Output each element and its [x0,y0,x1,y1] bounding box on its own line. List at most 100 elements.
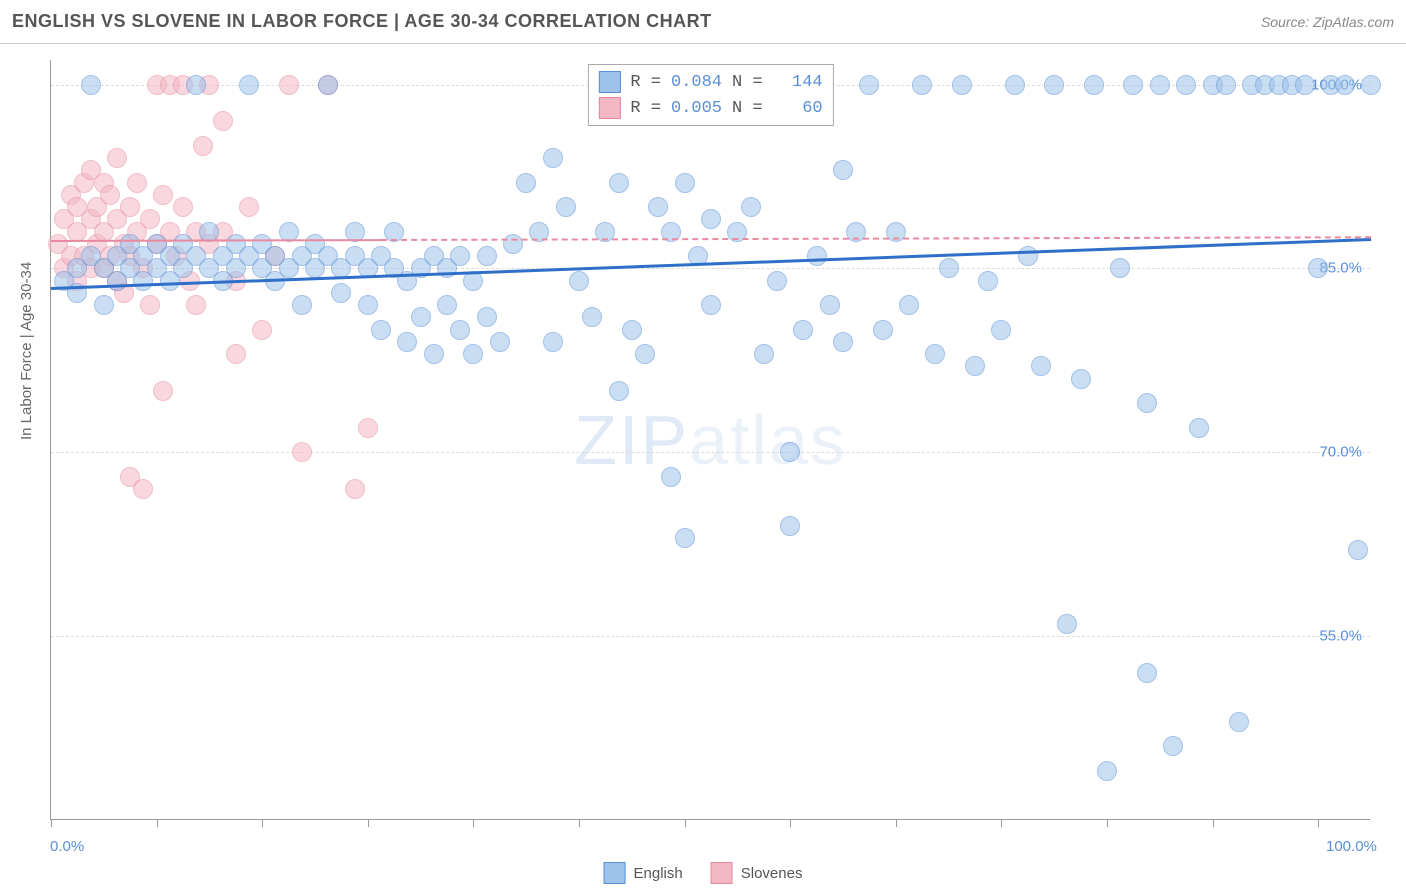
scatter-point [292,442,312,462]
scatter-point [1031,356,1051,376]
scatter-point [952,75,972,95]
scatter-point [252,320,272,340]
scatter-point [186,295,206,315]
scatter-point [675,173,695,193]
scatter-point [173,197,193,217]
scatter-point [622,320,642,340]
scatter-point [807,246,827,266]
stat-r-value: 0.005 [671,99,722,118]
scatter-point [582,307,602,327]
scatter-point [780,516,800,536]
scatter-point [675,528,695,548]
stat-r-label: R = [630,99,661,118]
scatter-point [411,307,431,327]
scatter-point [1005,75,1025,95]
stat-r-label: R = [630,73,661,92]
legend-swatch [711,862,733,884]
scatter-point [153,381,173,401]
chart-title: ENGLISH VS SLOVENE IN LABOR FORCE | AGE … [12,11,712,32]
scatter-point [1110,258,1130,278]
gridline [51,636,1370,637]
scatter-point [239,75,259,95]
x-tick [579,819,580,827]
x-tick [1107,819,1108,827]
scatter-point [81,75,101,95]
stat-r-value: 0.084 [671,73,722,92]
y-axis-label: In Labor Force | Age 30-34 [18,262,35,440]
scatter-point [226,344,246,364]
stat-n-value: 60 [773,99,823,118]
scatter-point [186,75,206,95]
scatter-point [331,283,351,303]
scatter-point [193,136,213,156]
title-bar: ENGLISH VS SLOVENE IN LABOR FORCE | AGE … [0,0,1406,44]
scatter-point [991,320,1011,340]
scatter-point [140,295,160,315]
scatter-point [556,197,576,217]
bottom-legend: English Slovenes [604,862,803,884]
scatter-point [648,197,668,217]
scatter-point [477,307,497,327]
scatter-point [397,332,417,352]
scatter-point [358,295,378,315]
scatter-point [292,295,312,315]
scatter-point [833,332,853,352]
scatter-point [94,295,114,315]
legend-stats-row: R =0.005N =60 [598,95,822,121]
scatter-point [1361,75,1381,95]
scatter-point [371,320,391,340]
scatter-point [1057,614,1077,634]
x-tick [685,819,686,827]
legend-label: English [634,865,683,882]
scatter-point [1137,393,1157,413]
x-tick [1001,819,1002,827]
x-tick-label: 100.0% [1326,838,1377,855]
bottom-legend-item: Slovenes [711,862,803,884]
x-tick [368,819,369,827]
scatter-point [490,332,510,352]
stat-n-label: N = [732,73,763,92]
scatter-point [107,148,127,168]
scatter-point [345,479,365,499]
scatter-point [1123,75,1143,95]
x-tick [157,819,158,827]
plot-area: ZIPatlas R =0.084N =144R =0.005N =60 55.… [50,60,1370,820]
scatter-point [833,160,853,180]
x-tick [1213,819,1214,827]
scatter-point [635,344,655,364]
scatter-point [661,467,681,487]
scatter-point [569,271,589,291]
legend-swatch [598,97,620,119]
scatter-point [1044,75,1064,95]
scatter-point [1176,75,1196,95]
scatter-point [1348,540,1368,560]
watermark: ZIPatlas [574,400,847,480]
scatter-point [1150,75,1170,95]
x-tick [790,819,791,827]
scatter-point [925,344,945,364]
scatter-point [140,209,160,229]
scatter-point [701,209,721,229]
scatter-point [477,246,497,266]
scatter-point [543,332,563,352]
scatter-point [1018,246,1038,266]
bottom-legend-item: English [604,862,683,884]
scatter-point [1071,369,1091,389]
x-tick [262,819,263,827]
legend-swatch [598,71,620,93]
scatter-point [859,75,879,95]
scatter-point [120,197,140,217]
scatter-point [754,344,774,364]
scatter-point [1216,75,1236,95]
scatter-point [127,173,147,193]
scatter-point [1137,663,1157,683]
scatter-point [450,246,470,266]
scatter-point [279,75,299,95]
scatter-point [701,295,721,315]
scatter-point [213,111,233,131]
x-tick [1318,819,1319,827]
trend-line [381,237,1371,242]
scatter-point [912,75,932,95]
scatter-point [741,197,761,217]
gridline [51,268,1370,269]
